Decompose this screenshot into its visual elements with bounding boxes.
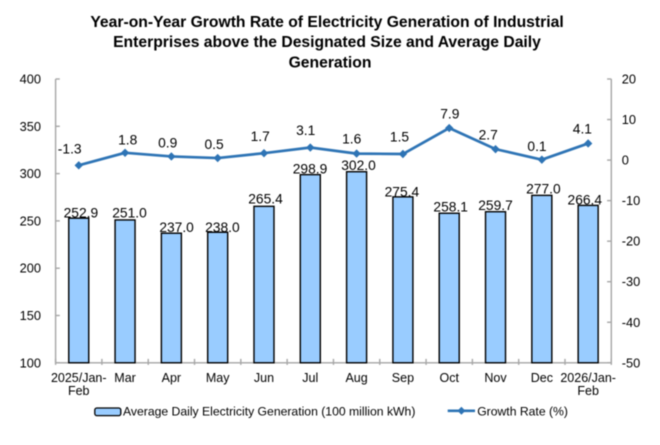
svg-text:Average Daily Electricity Gene: Average Daily Electricity Generation (10… xyxy=(123,404,415,418)
svg-text:-10: -10 xyxy=(622,193,641,208)
svg-text:275.4: 275.4 xyxy=(385,184,420,199)
svg-text:2.7: 2.7 xyxy=(479,127,498,142)
svg-text:350: 350 xyxy=(20,119,41,134)
svg-text:Aug: Aug xyxy=(345,371,367,385)
svg-text:259.7: 259.7 xyxy=(478,198,513,213)
svg-text:298.9: 298.9 xyxy=(293,162,328,177)
svg-text:-20: -20 xyxy=(622,234,641,249)
svg-text:-50: -50 xyxy=(622,355,641,370)
svg-text:266.4: 266.4 xyxy=(568,192,603,207)
svg-text:Generation: Generation xyxy=(289,54,372,71)
svg-text:Apr: Apr xyxy=(162,371,181,385)
svg-text:0.5: 0.5 xyxy=(205,137,225,152)
svg-text:1.8: 1.8 xyxy=(118,132,138,147)
svg-text:150: 150 xyxy=(20,308,41,323)
svg-text:Dec: Dec xyxy=(531,371,553,385)
svg-text:237.0: 237.0 xyxy=(159,220,194,235)
svg-text:1.5: 1.5 xyxy=(390,129,410,144)
svg-text:252.9: 252.9 xyxy=(64,205,99,220)
svg-text:Jun: Jun xyxy=(254,371,274,385)
svg-text:0: 0 xyxy=(622,153,629,168)
svg-text:Year-on-Year Growth Rate of El: Year-on-Year Growth Rate of Electricity … xyxy=(90,14,563,31)
svg-text:258.1: 258.1 xyxy=(433,200,468,215)
svg-text:251.0: 251.0 xyxy=(112,206,147,221)
svg-text:Jul: Jul xyxy=(302,371,318,385)
svg-text:250: 250 xyxy=(20,213,41,228)
svg-text:1.7: 1.7 xyxy=(251,129,270,144)
svg-text:1.6: 1.6 xyxy=(342,132,362,147)
svg-text:7.9: 7.9 xyxy=(440,106,460,121)
svg-text:400: 400 xyxy=(20,72,41,87)
svg-text:-1.3: -1.3 xyxy=(58,141,82,156)
svg-text:2025/Jan-: 2025/Jan- xyxy=(51,371,107,385)
svg-text:May: May xyxy=(206,371,230,385)
svg-text:Enterprises above the Designat: Enterprises above the Designated Size an… xyxy=(113,34,541,51)
svg-text:Growth Rate (%): Growth Rate (%) xyxy=(477,404,568,418)
svg-text:100: 100 xyxy=(20,355,41,370)
svg-text:200: 200 xyxy=(20,261,41,276)
svg-text:2026/Jan-: 2026/Jan- xyxy=(560,371,616,385)
svg-text:Oct: Oct xyxy=(439,371,459,385)
svg-text:238.0: 238.0 xyxy=(205,220,240,235)
svg-text:20: 20 xyxy=(622,72,636,87)
svg-text:10: 10 xyxy=(622,112,636,127)
svg-text:277.0: 277.0 xyxy=(526,181,561,196)
svg-text:265.4: 265.4 xyxy=(248,192,283,207)
svg-text:300: 300 xyxy=(20,166,41,181)
svg-text:-40: -40 xyxy=(622,315,641,330)
svg-text:3.1: 3.1 xyxy=(296,123,315,138)
svg-text:4.1: 4.1 xyxy=(573,122,592,137)
svg-text:0.1: 0.1 xyxy=(527,139,546,154)
svg-text:Mar: Mar xyxy=(114,371,136,385)
svg-text:Feb: Feb xyxy=(577,384,599,398)
svg-text:0.9: 0.9 xyxy=(158,136,178,151)
svg-text:-30: -30 xyxy=(622,274,641,289)
svg-text:Feb: Feb xyxy=(68,384,90,398)
svg-text:Nov: Nov xyxy=(484,371,507,385)
svg-text:302.0: 302.0 xyxy=(341,158,376,173)
svg-text:Sep: Sep xyxy=(392,371,414,385)
